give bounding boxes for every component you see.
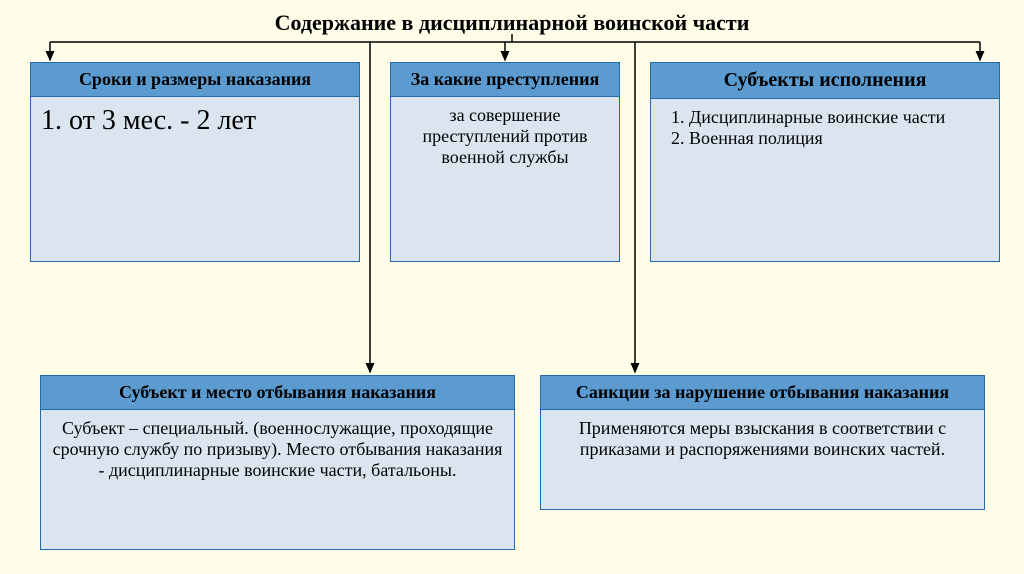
box-sanctions: Санкции за нарушение отбывания наказания…: [540, 375, 985, 510]
box-crimes-body: за совершение преступлений против военно…: [391, 97, 619, 176]
box-subject-place-header: Субъект и место отбывания наказания: [41, 376, 514, 410]
box-crimes-header: За какие преступления: [391, 63, 619, 97]
box-crimes: За какие преступления за совершение прес…: [390, 62, 620, 262]
subjects-exec-item-1: Дисциплинарные воинские части: [689, 107, 989, 128]
box-subject-place: Субъект и место отбывания наказания Субъ…: [40, 375, 515, 550]
box-sanctions-header: Санкции за нарушение отбывания наказания: [541, 376, 984, 410]
box-subjects-exec-body: Дисциплинарные воинские части Военная по…: [651, 99, 999, 157]
box-subjects-exec: Субъекты исполнения Дисциплинарные воинс…: [650, 62, 1000, 262]
subjects-exec-item-2: Военная полиция: [689, 128, 989, 149]
box-subjects-exec-header: Субъекты исполнения: [651, 63, 999, 99]
box-terms: Сроки и размеры наказания 1. от 3 мес. -…: [30, 62, 360, 262]
box-terms-header: Сроки и размеры наказания: [31, 63, 359, 97]
box-terms-body: 1. от 3 мес. - 2 лет: [31, 97, 359, 145]
box-sanctions-body: Применяются меры взыскания в соответстви…: [541, 410, 984, 468]
box-subject-place-body: Субъект – специальный. (военнослужащие, …: [41, 410, 514, 489]
